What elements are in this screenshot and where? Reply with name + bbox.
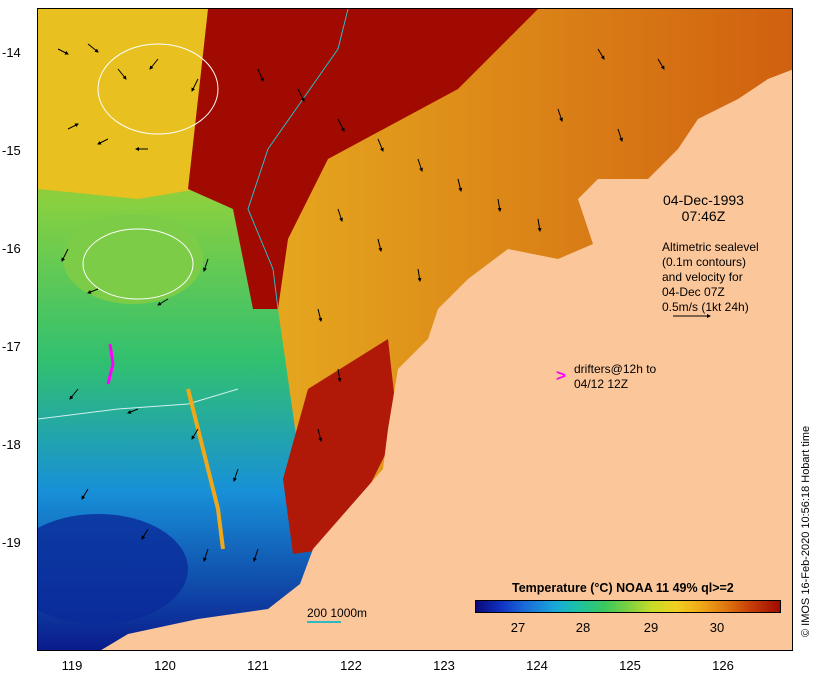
velocity-arrow [149, 58, 159, 70]
velocity-arrow [317, 308, 323, 322]
velocity-arrow [597, 48, 605, 60]
velocity-arrow [191, 428, 199, 440]
lat-tick-label: -17 [2, 339, 21, 354]
velocity-arrow [61, 248, 69, 262]
sealevel-legend: Altimetric sealevel (0.1m contours) and … [662, 240, 759, 315]
sst-map-canvas [38, 9, 792, 650]
warm-plume [188, 9, 538, 309]
lon-tick-label: 120 [154, 658, 176, 673]
cold-water-patch [38, 514, 188, 624]
drifter-track [106, 343, 115, 385]
velocity-arrow [57, 48, 69, 55]
sealevel-contour-eddy [82, 228, 194, 300]
drifter-legend-line: drifters@12h to [574, 362, 657, 376]
warm-offshore-region [38, 9, 208, 199]
sealevel-legend-line: 0.5m/s (1kt 24h) [662, 300, 749, 314]
sealevel-legend-line: 04-Dec 07Z [662, 285, 725, 299]
sealevel-contour [97, 43, 219, 135]
colorbar-tick-label: 29 [643, 620, 659, 635]
sealevel-legend-line: and velocity for [662, 270, 743, 284]
sst-map [37, 8, 793, 651]
velocity-arrow [233, 468, 239, 482]
colorbar-tick-label: 27 [510, 620, 526, 635]
velocity-arrow [69, 388, 79, 400]
velocity-arrow [203, 258, 209, 272]
isobath-legend: 200 1000m [307, 606, 368, 620]
isobath-offshore [38, 388, 239, 420]
velocity-arrow [191, 78, 199, 92]
velocity-arrow [537, 218, 542, 232]
velocity-arrow [297, 88, 305, 102]
colorbar-tick-label: 28 [575, 620, 591, 635]
velocity-arrow [117, 68, 127, 80]
credit-text: © IMOS 16-Feb-2020 10:56:18 Hobart time [800, 425, 812, 637]
velocity-arrow [67, 123, 79, 130]
velocity-arrow [87, 288, 99, 294]
velocity-arrow [337, 368, 342, 382]
drifter-legend: drifters@12h to 04/12 12Z [574, 362, 656, 392]
velocity-arrow [257, 68, 264, 82]
velocity-arrow [417, 268, 422, 282]
drifter-legend-symbol: > [556, 366, 566, 385]
velocity-arrow [317, 428, 323, 442]
velocity-arrow [97, 138, 109, 145]
velocity-arrow [377, 238, 383, 252]
land [101, 69, 792, 650]
observation-date-line: 04-Dec-1993 [663, 192, 744, 208]
lat-tick-label: -16 [2, 241, 21, 256]
velocity-arrow [127, 408, 139, 414]
sealevel-legend-line: (0.1m contours) [662, 255, 747, 269]
velocity-arrow [141, 528, 149, 540]
velocity-arrow [557, 108, 563, 122]
velocity-arrow [81, 488, 89, 500]
drifter-track-long [186, 388, 225, 550]
lon-tick-label: 123 [433, 658, 455, 673]
drifter-legend-line: 04/12 12Z [574, 377, 629, 391]
temperature-colorbar [475, 600, 781, 613]
cool-eddy [63, 214, 203, 304]
velocity-arrow [417, 158, 423, 172]
velocity-arrow [457, 178, 463, 192]
velocity-arrow [657, 58, 665, 70]
lon-tick-label: 126 [712, 658, 734, 673]
velocity-arrow [377, 138, 384, 152]
velocity-arrow [203, 548, 209, 562]
isobath-legend-line [307, 621, 341, 623]
lat-tick-label: -18 [2, 437, 21, 452]
lat-tick-label: -15 [2, 143, 21, 158]
lon-tick-label: 122 [340, 658, 362, 673]
lon-tick-label: 125 [619, 658, 641, 673]
lon-tick-label: 119 [61, 658, 83, 673]
lat-tick-label: -19 [2, 535, 21, 550]
velocity-arrow [337, 118, 345, 132]
velocity-arrow [337, 208, 343, 222]
lat-tick-label: -14 [2, 45, 21, 60]
colorbar-title: Temperature (°C) NOAA 11 49% ql>=2 [512, 581, 734, 595]
velocity-arrow [617, 128, 623, 142]
lon-tick-label: 124 [526, 658, 548, 673]
warm-plume-coast [283, 339, 398, 554]
sealevel-legend-line: Altimetric sealevel [662, 240, 759, 254]
isobath-200m [247, 9, 349, 310]
velocity-arrows [57, 43, 665, 562]
observation-date: 04-Dec-1993 07:46Z [663, 192, 744, 224]
lon-tick-label: 121 [247, 658, 269, 673]
velocity-arrow [157, 298, 169, 306]
observation-time-line: 07:46Z [681, 208, 726, 224]
velocity-arrow [253, 548, 259, 562]
colorbar-tick-label: 30 [709, 620, 725, 635]
velocity-arrow [87, 43, 99, 53]
velocity-arrow [497, 198, 502, 212]
